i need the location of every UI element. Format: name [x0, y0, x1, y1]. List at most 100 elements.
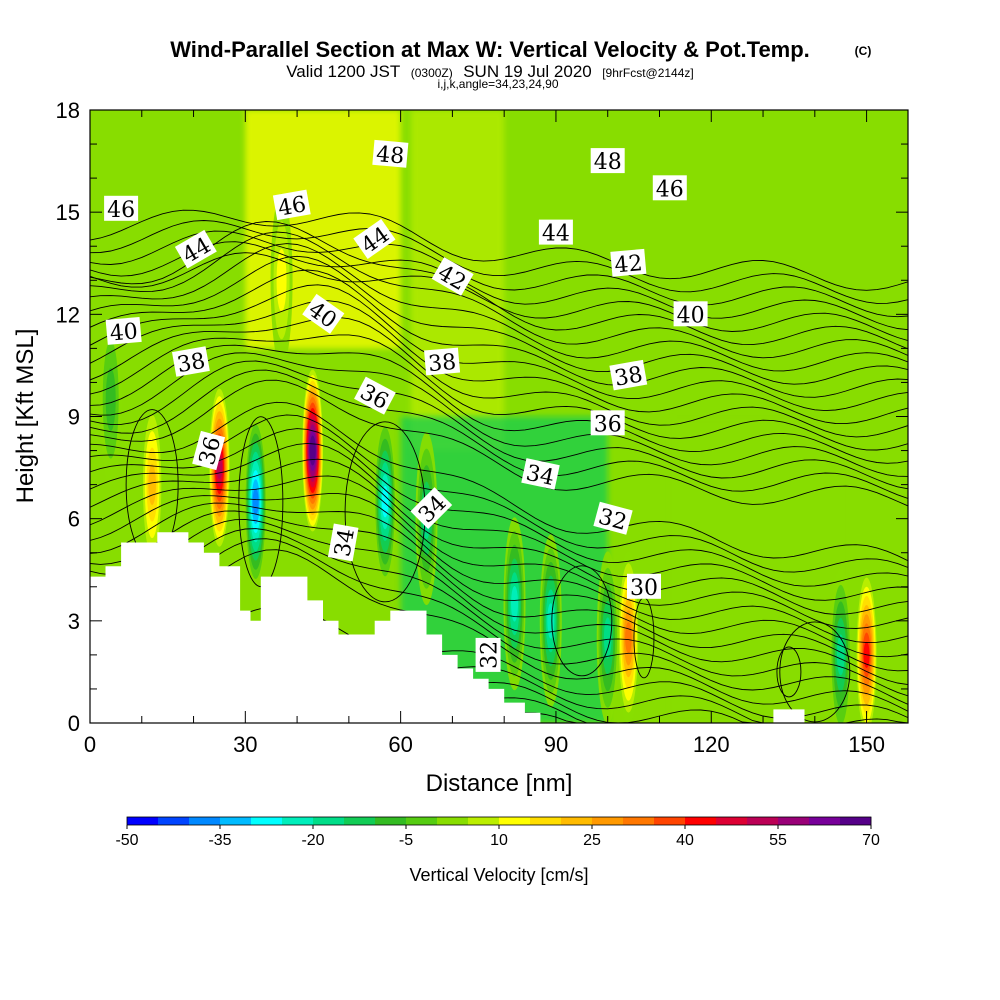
theta-isoline	[90, 369, 908, 499]
colorbar-tick-label: 55	[769, 832, 787, 849]
theta-contour-label: 34	[327, 523, 360, 562]
velocity-cell-ring	[310, 441, 316, 461]
theta-label-text: 40	[677, 303, 705, 328]
theta-contour-label: 42	[610, 248, 647, 278]
colorbar: -50 -35 -20 -5 10 25 40 55 70	[115, 816, 880, 849]
x-tick-label: 150	[848, 732, 885, 757]
theta-label-box	[521, 458, 560, 490]
x-tick-label: 30	[233, 732, 257, 757]
theta-label-text: 38	[427, 350, 457, 377]
theta-label-text: 40	[109, 319, 139, 346]
velocity-cell	[829, 568, 852, 723]
y-tick-label: 12	[56, 302, 80, 327]
colorbar-swatch	[654, 817, 686, 825]
velocity-cell-ring	[105, 367, 116, 431]
theta-isoline	[90, 220, 908, 304]
theta-contour-label: 46	[104, 195, 139, 223]
chart-title-mark: (C)	[855, 44, 872, 58]
theta-label-text: 44	[542, 222, 570, 247]
theta-isoline	[90, 252, 908, 342]
theta-label-box	[475, 637, 501, 672]
theta-contour-label: 30	[627, 573, 661, 601]
theta-label-text: 46	[656, 177, 684, 202]
theta-isoline	[90, 344, 908, 464]
colorbar-swatch	[561, 817, 593, 825]
colorbar-swatch	[220, 817, 252, 825]
y-tick-label: 0	[68, 711, 80, 736]
colorbar-label: Vertical Velocity [cm/s]	[409, 865, 588, 885]
theta-label-box	[302, 293, 345, 334]
subtitle-valid: Valid 1200 JST	[286, 62, 400, 81]
theta-isoline	[90, 510, 908, 672]
chart-title: Wind-Parallel Section at Max W: Vertical…	[170, 37, 810, 62]
theta-isoline	[90, 255, 908, 385]
velocity-cell-ring	[252, 488, 259, 515]
theta-isoline	[90, 475, 908, 629]
theta-isoline	[90, 442, 908, 601]
colorbar-swatch	[189, 817, 221, 825]
theta-label-box	[590, 148, 625, 174]
velocity-cell	[244, 415, 267, 589]
theta-isoline	[90, 502, 908, 658]
velocity-cell-ring	[603, 617, 612, 659]
colorbar-tick-label: -20	[301, 832, 324, 849]
theta-contour-label: 36	[590, 410, 625, 437]
theta-contour-label: 40	[105, 316, 142, 347]
theta-label-box	[609, 359, 648, 391]
colorbar-swatch	[809, 817, 841, 825]
colorbar-swatch	[344, 817, 376, 825]
colorbar-swatch	[499, 817, 531, 825]
theta-label-box	[354, 376, 396, 415]
theta-contour-label: 34	[521, 458, 560, 491]
theta-label-text: 42	[613, 251, 643, 278]
theta-isoline	[90, 284, 908, 412]
theta-label-box	[673, 301, 708, 327]
theta-label-box	[174, 229, 217, 269]
theta-isoline	[90, 414, 908, 573]
x-tick-label: 60	[388, 732, 412, 757]
velocity-cell-ring	[547, 603, 555, 639]
theta-isoline	[90, 352, 908, 477]
colorbar-tick-label: -5	[399, 832, 413, 849]
colorbar-tick-label: 25	[583, 832, 601, 849]
colorbar-swatch	[685, 817, 717, 825]
colorbar-swatch	[747, 817, 779, 825]
colorbar-swatch	[158, 817, 190, 825]
theta-label-box	[410, 487, 453, 530]
y-tick-label: 15	[56, 200, 80, 225]
velocity-cell	[374, 415, 397, 589]
theta-label-box	[627, 573, 661, 599]
velocity-cell-ring	[276, 248, 287, 312]
velocity-cell-ring	[381, 485, 389, 518]
colorbar-tick-label: 10	[490, 832, 508, 849]
x-tick-label: 120	[693, 732, 730, 757]
theta-contour-label: 48	[372, 139, 409, 169]
y-axis-label: Height [Kft MSL]	[12, 329, 39, 504]
theta-isoline	[90, 518, 908, 686]
colorbar-swatch	[406, 817, 438, 825]
theta-contour-label: 46	[272, 189, 311, 222]
theta-closed-contour	[551, 565, 613, 677]
theta-contour-label: 46	[652, 175, 687, 202]
theta-isoline	[90, 360, 908, 490]
velocity-cell	[99, 312, 122, 486]
theta-isoline	[90, 231, 908, 359]
theta-isoline	[90, 243, 908, 372]
theta-closed-contour	[776, 646, 802, 698]
theta-label-text: 48	[375, 142, 405, 169]
x-tick-label: 90	[544, 732, 568, 757]
theta-label-box	[105, 316, 142, 345]
theta-isoline	[90, 269, 908, 398]
theta-label-text: 32	[478, 641, 503, 669]
theta-contour-label: 32	[593, 501, 633, 536]
y-tick-label: 6	[68, 507, 80, 532]
theta-contour-label: 40	[673, 301, 708, 328]
field-band-3	[669, 416, 841, 723]
theta-label-text: 38	[613, 362, 645, 391]
colorbar-tick-label: -50	[115, 832, 138, 849]
colorbar-swatch	[716, 817, 748, 825]
x-tick-label: 0	[84, 732, 96, 757]
theta-isoline	[90, 379, 908, 507]
theta-isoline	[90, 458, 908, 615]
